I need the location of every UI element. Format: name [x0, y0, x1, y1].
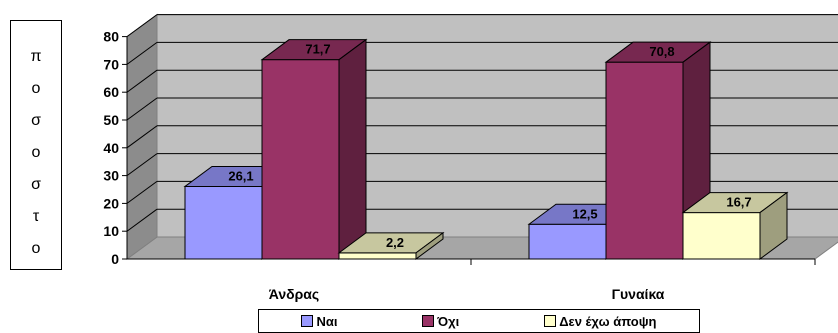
- legend-item: Δεν έχω άποψη: [544, 313, 657, 329]
- y-axis-label-char: ο: [31, 144, 41, 161]
- y-axis-label-char: σ: [31, 112, 41, 129]
- y-tick-label: 60: [103, 84, 119, 100]
- y-tick-label: 50: [103, 112, 119, 128]
- data-label: 2,2: [386, 235, 404, 250]
- legend-label: Όχι: [437, 313, 460, 329]
- bar-front: [605, 61, 684, 260]
- data-label: 70,8: [649, 44, 674, 59]
- x-category-label: Γυναίκα: [612, 286, 665, 302]
- y-tick-label: 0: [111, 251, 119, 267]
- y-tick-label: 10: [103, 223, 119, 239]
- bar-front: [184, 185, 263, 260]
- x-category-label: Άνδρας: [269, 286, 319, 302]
- legend-item: Όχι: [422, 314, 459, 329]
- legend-swatch: [422, 315, 435, 327]
- bar-front: [338, 252, 417, 260]
- y-tick-label: 20: [103, 195, 119, 211]
- bar-front: [682, 212, 761, 260]
- legend-item: Ναι: [301, 314, 337, 329]
- y-axis-label-char: π: [30, 48, 42, 65]
- y-tick-label: 40: [103, 140, 119, 156]
- y-tick-label: 70: [103, 56, 119, 72]
- y-axis-label-char: σ: [31, 176, 41, 193]
- gridline-side: [126, 208, 158, 232]
- legend-swatch: [544, 315, 557, 327]
- legend-label: Δεν έχω άποψη: [559, 313, 657, 329]
- y-axis-label-char: τ: [32, 208, 40, 225]
- gridline-side: [126, 180, 158, 204]
- data-label: 26,1: [228, 168, 253, 183]
- data-label: 16,7: [726, 195, 751, 210]
- y-axis-label-char: ο: [31, 240, 41, 257]
- bar-side: [338, 38, 367, 260]
- gridline-side: [126, 41, 158, 65]
- gridline-side: [126, 69, 158, 93]
- legend-label: Ναι: [316, 313, 338, 329]
- y-tick-label: 80: [103, 29, 119, 45]
- gridline-side: [126, 14, 158, 38]
- legend: Ναι Όχι Δεν έχω άποψη: [258, 309, 700, 333]
- data-label: 71,7: [305, 42, 330, 57]
- bar-side: [415, 231, 444, 260]
- bar-side: [759, 191, 788, 260]
- y-axis-label-char: ο: [31, 80, 41, 97]
- bar-front: [261, 59, 340, 260]
- bar-front: [528, 223, 607, 260]
- gridline-side: [126, 125, 158, 149]
- gridline-side: [126, 153, 158, 177]
- gridline-side: [126, 97, 158, 121]
- legend-swatch: [301, 315, 314, 327]
- data-label: 12,5: [572, 206, 597, 221]
- y-tick-label: 30: [103, 168, 119, 184]
